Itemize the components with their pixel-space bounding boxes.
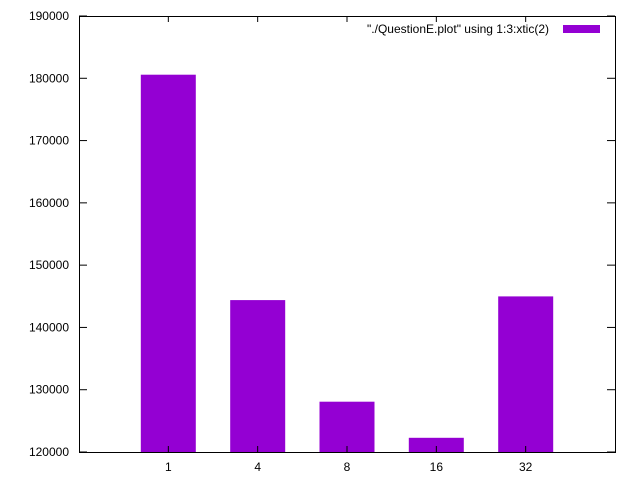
y-tick-label: 190000 [29, 9, 69, 23]
bar-4 [230, 300, 286, 453]
x-tick-label: 4 [254, 460, 261, 474]
y-tick-label: 170000 [29, 134, 69, 148]
y-tick-label: 120000 [29, 445, 69, 459]
bar-1 [140, 74, 196, 453]
x-tick-label: 16 [430, 460, 444, 474]
y-tick-label: 160000 [29, 196, 69, 210]
y-tick-label: 150000 [29, 258, 69, 272]
bars-layer [140, 74, 554, 453]
x-tick-label: 1 [165, 460, 172, 474]
y-tick-label: 140000 [29, 320, 69, 334]
legend-label: "./QuestionE.plot" using 1:3:xtic(2) [367, 22, 549, 36]
ticks-layer: 1 4 8 16 32 120000 130000 140000 150000 160000 170… [29, 9, 615, 474]
y-tick-label: 180000 [29, 71, 69, 85]
legend: "./QuestionE.plot" using 1:3:xtic(2) [367, 22, 600, 36]
bar-32 [498, 296, 554, 453]
y-tick-label: 130000 [29, 383, 69, 397]
x-tick-label: 8 [344, 460, 351, 474]
bar-8 [319, 401, 375, 453]
x-tick-label: 32 [519, 460, 533, 474]
legend-swatch [563, 25, 600, 33]
